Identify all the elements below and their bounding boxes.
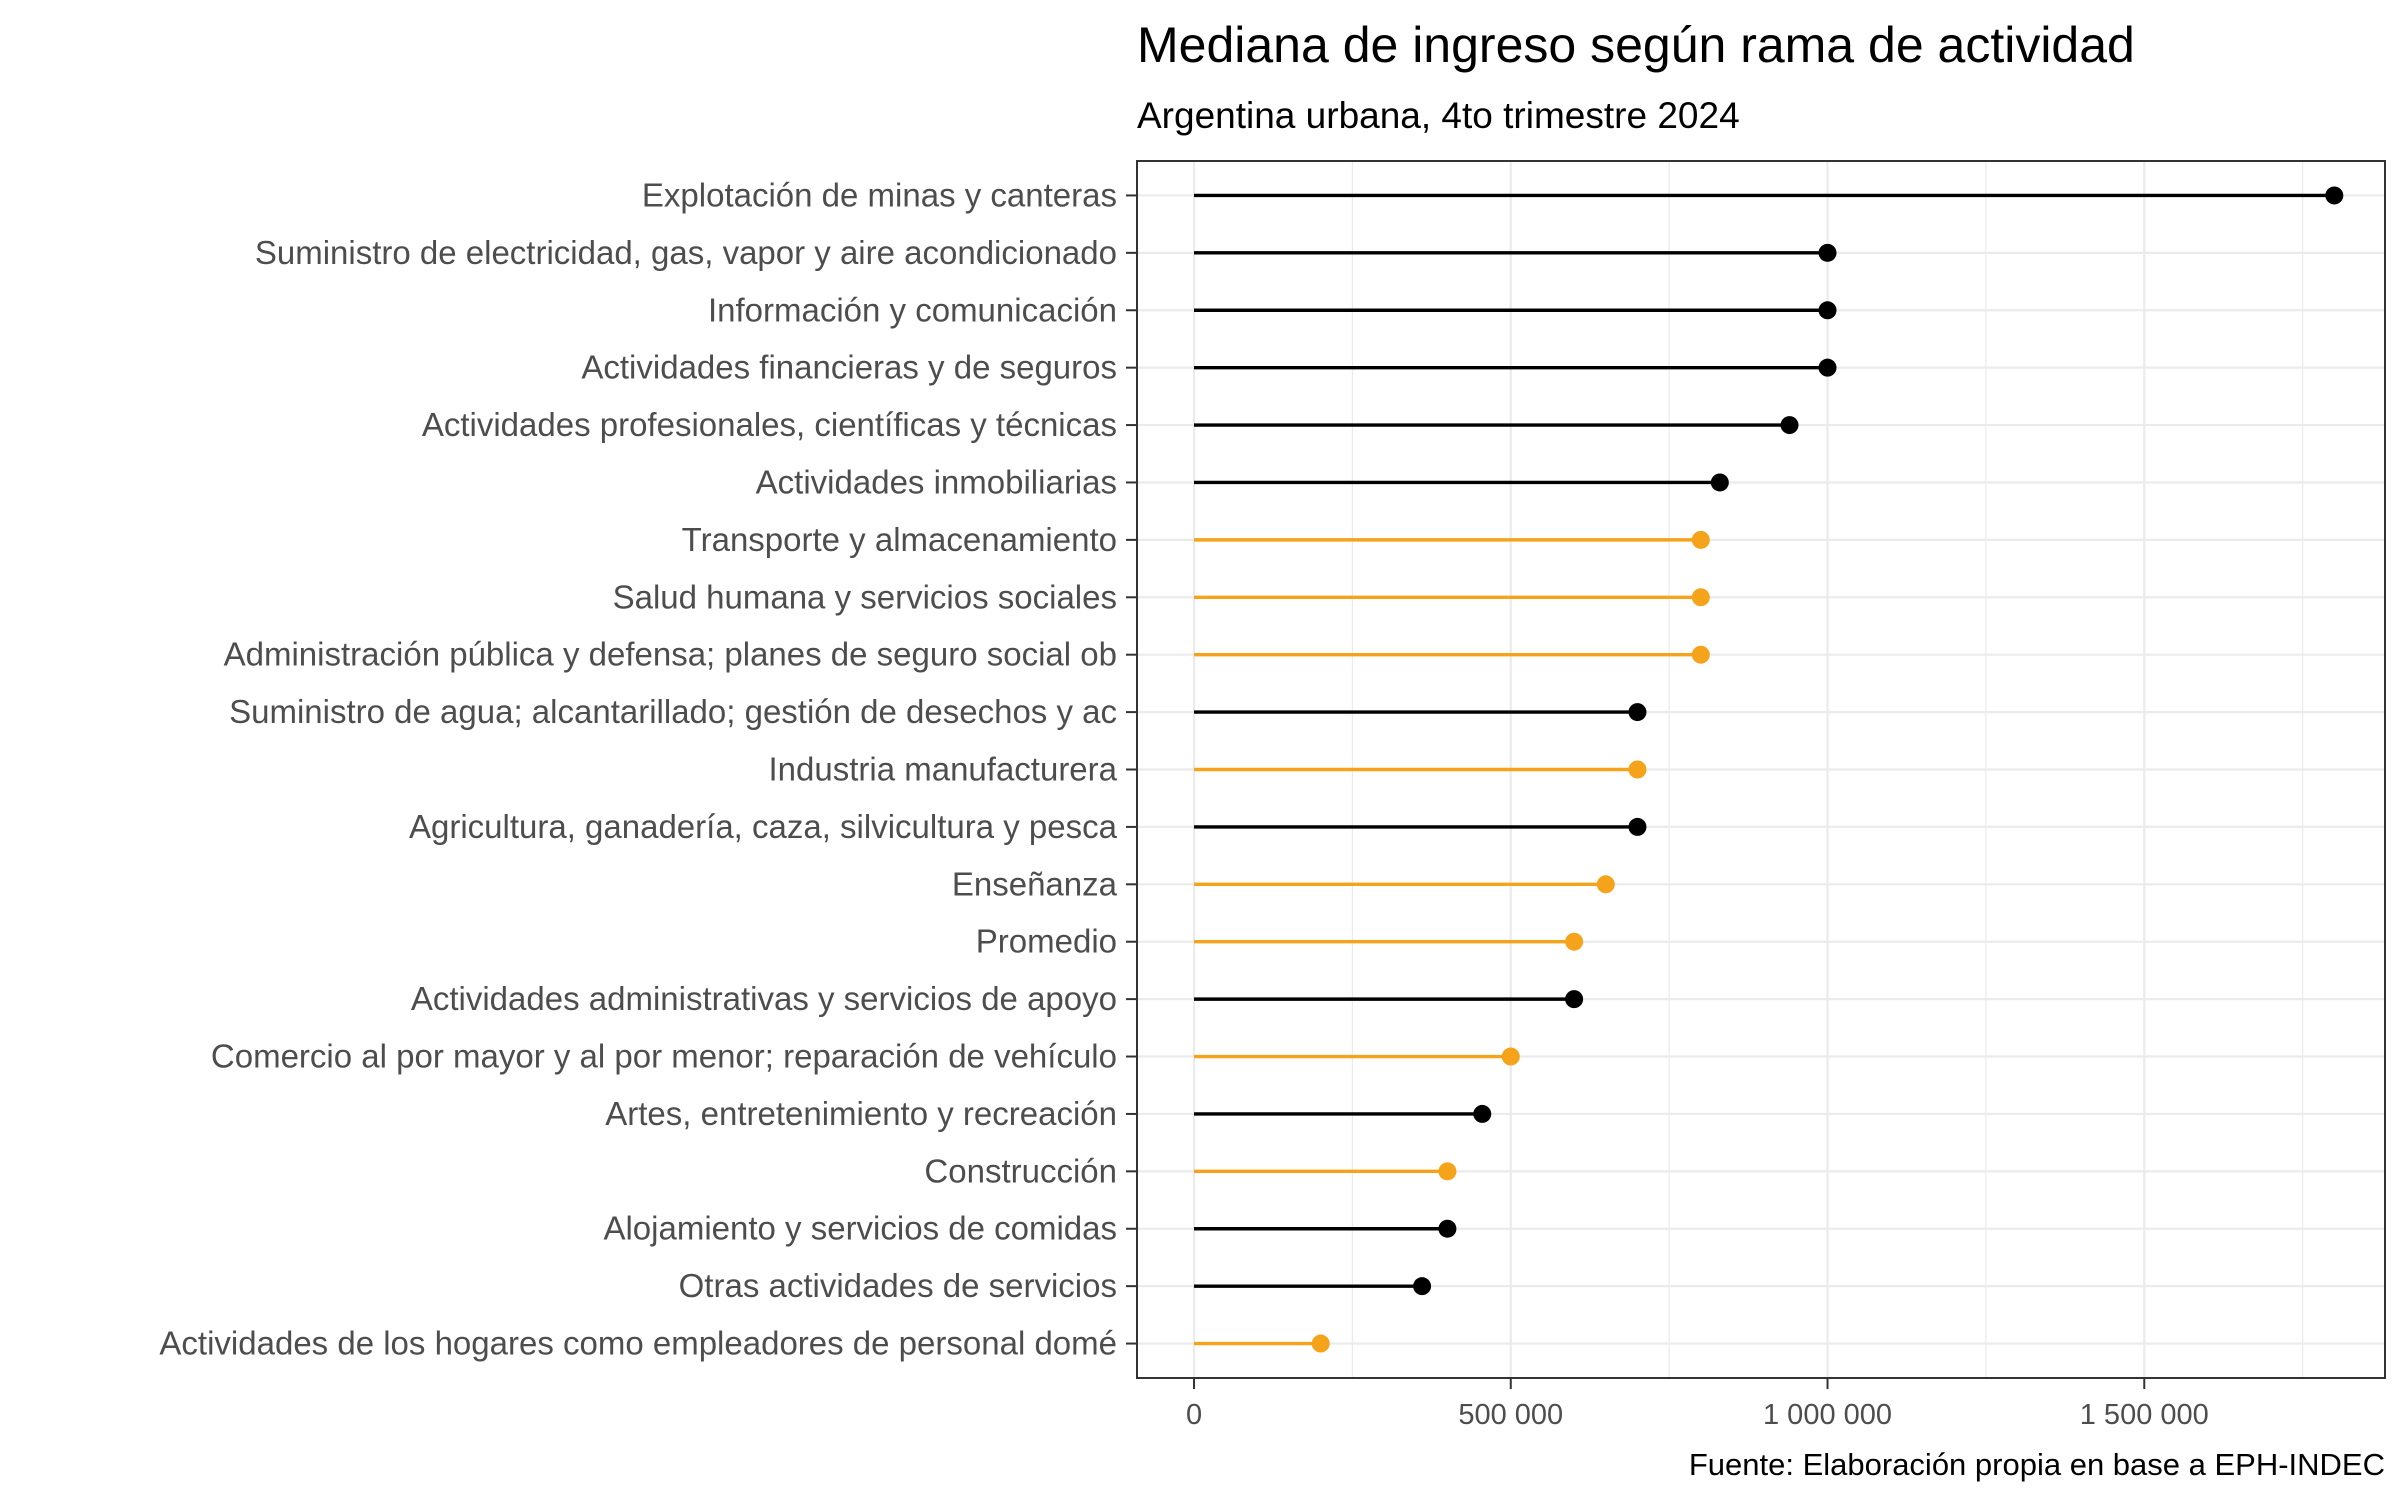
y-tick-label: Actividades profesionales, científicas y… bbox=[422, 406, 1117, 443]
lollipop-point bbox=[1438, 1162, 1457, 1181]
y-tick-label: Artes, entretenimiento y recreación bbox=[605, 1095, 1117, 1132]
y-tick-label: Industria manufacturera bbox=[768, 751, 1117, 788]
y-tick-label: Actividades administrativas y servicios … bbox=[411, 980, 1117, 1017]
lollipop-point bbox=[1628, 760, 1647, 779]
lollipop-point bbox=[1565, 932, 1584, 951]
x-tick-label: 500 000 bbox=[1458, 1399, 1563, 1431]
y-tick-label: Explotación de minas y canteras bbox=[642, 176, 1117, 213]
lollipop-point bbox=[1501, 1047, 1520, 1066]
y-tick-label: Salud humana y servicios sociales bbox=[613, 578, 1117, 615]
lollipop-point bbox=[1473, 1104, 1492, 1123]
x-tick-label: 1 000 000 bbox=[1763, 1399, 1892, 1431]
y-tick-label: Construcción bbox=[924, 1152, 1117, 1189]
y-tick-label: Suministro de electricidad, gas, vapor y… bbox=[255, 234, 1117, 271]
lollipop-point bbox=[2325, 186, 2344, 205]
y-tick-label: Administración pública y defensa; planes… bbox=[224, 636, 1117, 673]
y-tick-label: Suministro de agua; alcantarillado; gest… bbox=[229, 693, 1117, 730]
y-tick-label: Actividades de los hogares como empleado… bbox=[159, 1325, 1117, 1362]
lollipop-point bbox=[1691, 645, 1710, 664]
lollipop-point bbox=[1565, 990, 1584, 1009]
y-tick-label: Alojamiento y servicios de comidas bbox=[603, 1210, 1117, 1247]
lollipop-point bbox=[1691, 588, 1710, 607]
lollipop-point bbox=[1596, 875, 1615, 894]
lollipop-point bbox=[1818, 358, 1837, 377]
chart-subtitle: Argentina urbana, 4to trimestre 2024 bbox=[1137, 95, 1740, 136]
lollipop-point bbox=[1780, 416, 1799, 435]
chart-caption: Fuente: Elaboración propia en base a EPH… bbox=[1689, 1447, 2385, 1482]
lollipop-point bbox=[1438, 1219, 1457, 1238]
y-tick-label: Enseñanza bbox=[952, 865, 1118, 902]
lollipop-point bbox=[1818, 243, 1837, 262]
y-tick-label: Actividades financieras y de seguros bbox=[581, 349, 1117, 386]
y-tick-label: Promedio bbox=[976, 923, 1117, 960]
y-tick-label: Información y comunicación bbox=[708, 291, 1117, 328]
lollipop-point bbox=[1628, 703, 1647, 722]
lollipop-point bbox=[1413, 1277, 1432, 1296]
y-tick-label: Comercio al por mayor y al por menor; re… bbox=[211, 1038, 1117, 1075]
lollipop-stems bbox=[1194, 193, 2335, 1346]
y-tick-label: Agricultura, ganadería, caza, silvicultu… bbox=[409, 808, 1118, 845]
y-tick-label: Transporte y almacenamiento bbox=[682, 521, 1117, 558]
x-tick-label: 0 bbox=[1186, 1399, 1202, 1431]
lollipop-point bbox=[1818, 301, 1837, 320]
lollipop-point bbox=[1311, 1334, 1330, 1353]
x-tick-label: 1 500 000 bbox=[2080, 1399, 2209, 1431]
lollipop-point bbox=[1691, 530, 1710, 549]
lollipop-point bbox=[1710, 473, 1729, 492]
lollipop-point bbox=[1628, 817, 1647, 836]
lollipop-points bbox=[1311, 186, 2344, 1353]
y-tick-label: Actividades inmobiliarias bbox=[756, 463, 1117, 500]
y-tick-label: Otras actividades de servicios bbox=[679, 1267, 1117, 1304]
chart-title: Mediana de ingreso según rama de activid… bbox=[1137, 17, 2135, 73]
x-axis-ticks: 0 500 000 1 000 000 1 500 000 bbox=[1186, 1378, 2209, 1431]
y-axis-labels: Explotación de minas y canteras Suministr… bbox=[159, 176, 1137, 1362]
